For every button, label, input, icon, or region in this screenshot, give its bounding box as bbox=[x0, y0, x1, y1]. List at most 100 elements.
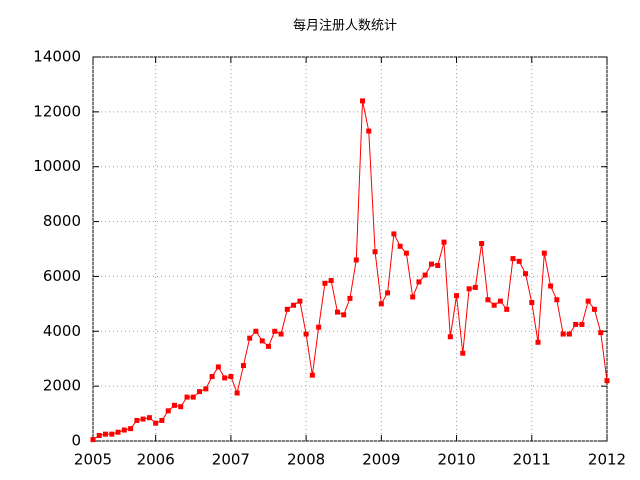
data-point bbox=[190, 394, 196, 400]
data-point bbox=[479, 241, 485, 247]
data-point bbox=[385, 290, 391, 296]
y-tick-label: 6000 bbox=[43, 267, 81, 285]
data-point bbox=[491, 302, 497, 308]
data-point bbox=[272, 328, 278, 334]
data-point bbox=[115, 429, 121, 435]
data-point bbox=[598, 330, 604, 336]
data-point bbox=[265, 343, 271, 349]
data-point bbox=[554, 297, 560, 303]
data-point bbox=[523, 271, 529, 277]
data-point bbox=[535, 339, 541, 345]
data-point bbox=[171, 402, 177, 408]
data-point bbox=[247, 335, 253, 341]
data-point bbox=[441, 239, 447, 245]
plot-frame bbox=[92, 56, 608, 442]
data-point bbox=[485, 297, 491, 303]
data-point bbox=[134, 417, 140, 423]
x-tick-label: 2006 bbox=[137, 451, 175, 469]
data-point bbox=[341, 312, 347, 318]
data-point bbox=[366, 128, 372, 134]
data-point bbox=[378, 301, 384, 307]
data-point bbox=[184, 394, 190, 400]
data-point bbox=[316, 324, 322, 330]
data-point bbox=[360, 98, 366, 104]
y-tick-label: 8000 bbox=[43, 212, 81, 230]
y-tick-label: 12000 bbox=[33, 102, 81, 120]
y-tick-label: 4000 bbox=[43, 322, 81, 340]
data-point bbox=[328, 278, 334, 284]
data-point bbox=[497, 298, 503, 304]
data-point bbox=[102, 431, 108, 437]
data-point bbox=[422, 272, 428, 278]
data-point bbox=[466, 286, 472, 292]
data-point bbox=[234, 390, 240, 396]
data-point bbox=[353, 257, 359, 263]
data-point bbox=[309, 372, 315, 378]
data-point bbox=[291, 302, 297, 308]
data-point bbox=[259, 338, 265, 344]
data-point bbox=[372, 249, 378, 255]
data-point bbox=[529, 299, 535, 305]
data-point bbox=[222, 375, 228, 381]
data-point bbox=[541, 250, 547, 256]
data-point bbox=[165, 408, 171, 414]
x-tick-label: 2012 bbox=[588, 451, 626, 469]
data-point bbox=[303, 331, 309, 337]
data-point bbox=[253, 328, 259, 334]
data-point bbox=[96, 433, 102, 439]
data-point bbox=[278, 331, 284, 337]
data-line bbox=[92, 100, 608, 441]
y-tick-label: 2000 bbox=[43, 377, 81, 395]
data-point bbox=[472, 284, 478, 290]
x-tick-label: 2008 bbox=[287, 451, 325, 469]
data-point bbox=[140, 416, 146, 422]
data-point bbox=[347, 295, 353, 301]
chart-title: 每月注册人数统计 bbox=[293, 18, 397, 34]
data-point bbox=[322, 280, 328, 286]
data-point bbox=[548, 283, 554, 289]
data-point bbox=[240, 363, 246, 369]
data-point bbox=[397, 243, 403, 249]
y-tick-label: 10000 bbox=[33, 157, 81, 175]
y-tick-label: 14000 bbox=[33, 48, 81, 66]
data-point bbox=[573, 321, 579, 327]
data-point bbox=[391, 231, 397, 237]
data-point bbox=[159, 417, 165, 423]
data-point bbox=[403, 250, 409, 256]
x-tick-label: 2007 bbox=[212, 451, 250, 469]
data-point bbox=[416, 279, 422, 285]
x-tick-label: 2010 bbox=[437, 451, 475, 469]
data-point bbox=[516, 258, 522, 264]
data-point bbox=[297, 298, 303, 304]
data-point bbox=[215, 364, 221, 370]
y-tick-label: 0 bbox=[71, 432, 81, 450]
data-point bbox=[153, 420, 159, 426]
data-point bbox=[90, 437, 96, 443]
data-point bbox=[209, 374, 215, 380]
data-point bbox=[334, 309, 340, 315]
data-point bbox=[447, 334, 453, 340]
data-point bbox=[284, 306, 290, 312]
x-tick-label: 2011 bbox=[513, 451, 551, 469]
data-point bbox=[197, 389, 203, 395]
data-point bbox=[228, 374, 234, 380]
data-point bbox=[566, 331, 572, 337]
data-point bbox=[591, 306, 597, 312]
data-point bbox=[454, 293, 460, 299]
data-point bbox=[435, 262, 441, 268]
data-point bbox=[146, 415, 152, 421]
x-tick-label: 2009 bbox=[362, 451, 400, 469]
data-point bbox=[121, 427, 127, 433]
data-point bbox=[410, 294, 416, 300]
data-point bbox=[178, 404, 184, 410]
data-point bbox=[510, 256, 516, 262]
data-point bbox=[604, 378, 610, 384]
data-point bbox=[585, 298, 591, 304]
data-point bbox=[109, 431, 115, 437]
data-point bbox=[579, 321, 585, 327]
data-point bbox=[128, 426, 134, 432]
x-tick-label: 2005 bbox=[74, 451, 112, 469]
data-point bbox=[203, 386, 209, 392]
data-point bbox=[429, 261, 435, 267]
